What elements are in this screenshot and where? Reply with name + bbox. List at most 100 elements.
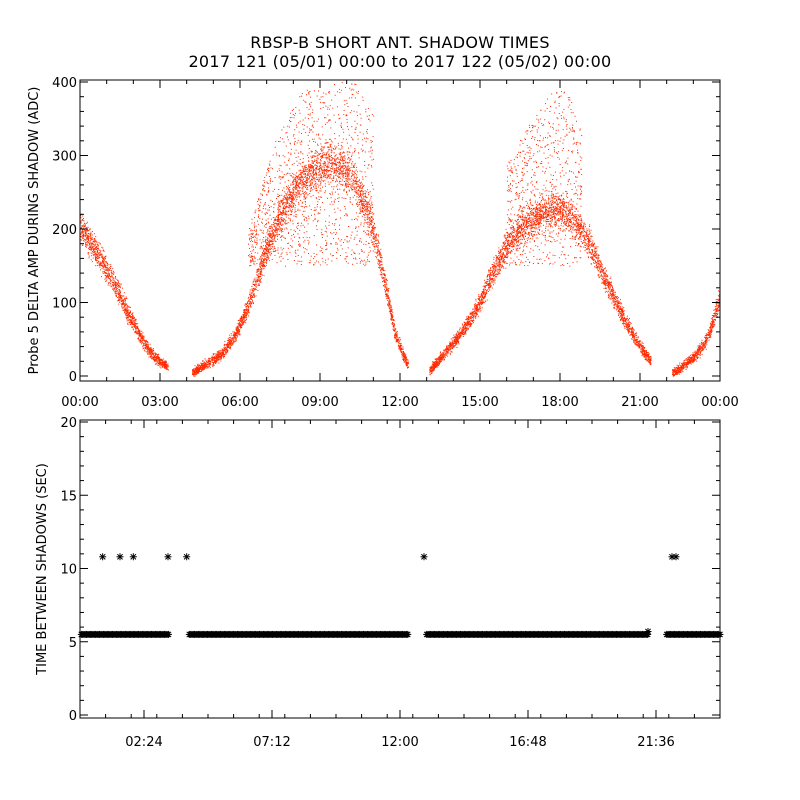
upper-data-point [348, 177, 350, 179]
upper-data-point [303, 179, 305, 181]
upper-data-point [338, 176, 340, 178]
upper-data-point [143, 345, 145, 347]
upper-data-point [357, 192, 359, 194]
upper-data-point [85, 239, 87, 241]
upper-data-point [301, 172, 303, 174]
upper-data-point [227, 344, 229, 346]
upper-data-point [223, 350, 225, 352]
upper-data-point [401, 345, 403, 347]
upper-data-point [347, 177, 349, 179]
upper-data-point [346, 171, 348, 173]
upper-data-point [91, 237, 92, 239]
upper-data-point [522, 222, 524, 224]
upper-data-point [284, 191, 286, 193]
upper-data-point [300, 205, 302, 207]
upper-data-point [108, 268, 110, 270]
upper-data-point [343, 160, 345, 162]
upper-data-point [105, 262, 107, 264]
upper-data-point [588, 230, 590, 232]
upper-data-point [98, 257, 100, 259]
upper-data-point [90, 233, 92, 235]
upper-data-point [140, 334, 142, 336]
upper-data-point [93, 233, 95, 235]
upper-data-point [328, 155, 330, 157]
upper-data-point [371, 229, 373, 231]
upper-data-point [307, 187, 308, 189]
upper-data-point [388, 300, 390, 302]
upper-data-point [287, 187, 289, 189]
upper-data-point [311, 180, 313, 182]
upper-data-point [95, 250, 97, 252]
upper-data-point [118, 297, 120, 299]
upper-data-point [375, 243, 377, 245]
upper-data-point [214, 356, 216, 358]
upper-data-point [296, 160, 298, 162]
upper-data-point [145, 344, 147, 346]
upper-data-point [120, 303, 122, 305]
upper-data-point [119, 301, 121, 303]
upper-data-point [288, 217, 290, 219]
upper-data-point [153, 352, 155, 354]
upper-data-point [308, 172, 310, 174]
upper-data-point [362, 197, 364, 199]
upper-data-point [307, 169, 309, 171]
upper-data-point [111, 285, 113, 287]
upper-data-point [339, 167, 341, 169]
upper-data-point [298, 170, 300, 172]
upper-data-point [386, 287, 387, 289]
upper-data-point [364, 222, 366, 223]
upper-data-point [355, 183, 357, 185]
upper-data-point [364, 196, 366, 198]
upper-data-point [304, 195, 305, 197]
upper-data-point [334, 155, 336, 157]
upper-data-point [293, 178, 295, 180]
upper-data-point [106, 269, 108, 271]
upper-data-point [127, 312, 129, 314]
upper-data-point [99, 255, 101, 256]
upper-data-point [144, 347, 146, 349]
upper-data-point [324, 176, 326, 178]
upper-data-point [312, 169, 314, 171]
upper-data-point [105, 276, 107, 278]
upper-data-point [141, 341, 143, 343]
upper-data-point [377, 259, 379, 261]
upper-data-point [297, 184, 298, 186]
upper-data-point [254, 296, 256, 297]
upper-data-point [345, 185, 347, 187]
upper-data-point [240, 317, 242, 319]
upper-data-point [308, 165, 309, 167]
upper-data-point [95, 265, 97, 267]
upper-data-point [311, 174, 313, 176]
upper-data-point [313, 172, 314, 174]
upper-data-point [312, 155, 314, 157]
upper-data-point [342, 168, 344, 170]
upper-data-point [376, 257, 377, 259]
upper-data-point [143, 343, 145, 344]
upper-data-point [305, 166, 307, 168]
upper-data-point [237, 320, 239, 321]
upper-data-point [270, 244, 272, 245]
upper-data-point [286, 214, 288, 216]
upper-data-point [288, 190, 290, 192]
upper-data-point [391, 315, 393, 316]
upper-data-point [227, 342, 229, 344]
upper-data-point [301, 190, 303, 192]
upper-data-point [290, 184, 292, 186]
upper-data-point [319, 169, 321, 171]
upper-data-point [340, 160, 342, 161]
upper-data-point [141, 343, 142, 345]
upper-data-point [407, 363, 409, 365]
upper-data-point [285, 212, 286, 214]
upper-data-point [346, 177, 348, 179]
upper-data-point [332, 188, 334, 190]
upper-data-point [161, 365, 163, 367]
upper-data-point [320, 157, 322, 159]
upper-data-point [340, 158, 341, 160]
upper-data-point [352, 189, 354, 190]
upper-data-point [140, 338, 142, 340]
upper-data-point [328, 170, 330, 172]
upper-data-point [347, 182, 349, 184]
upper-data-point [287, 179, 289, 181]
upper-data-point [280, 212, 282, 214]
upper-data-point [269, 247, 271, 249]
